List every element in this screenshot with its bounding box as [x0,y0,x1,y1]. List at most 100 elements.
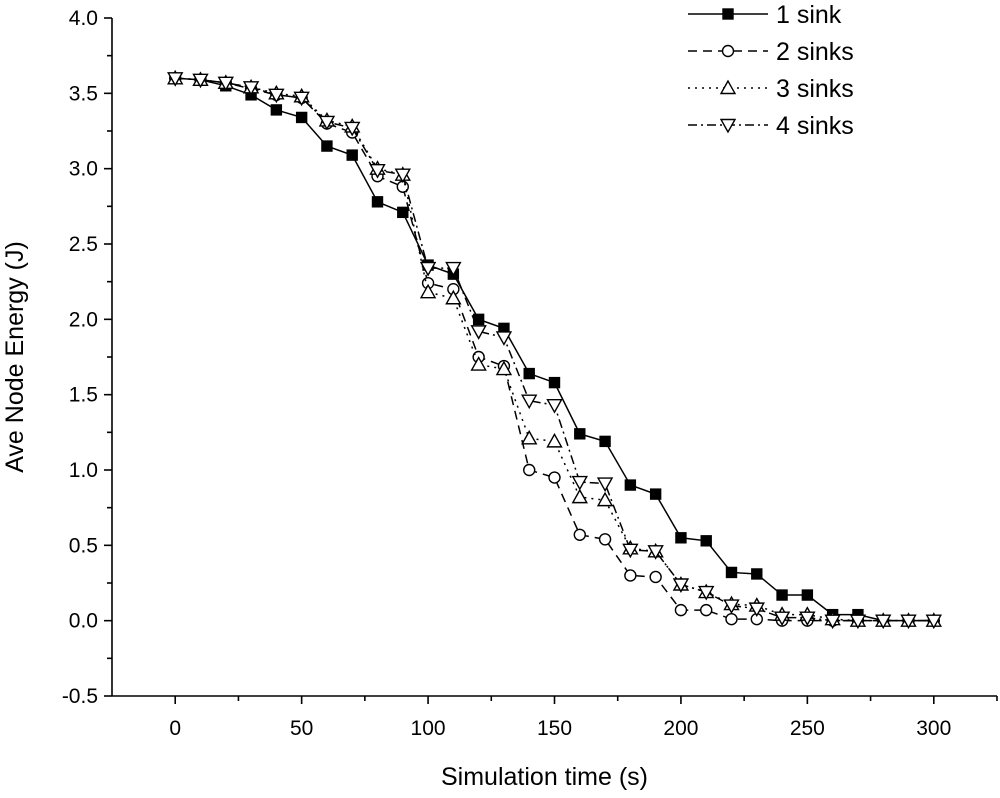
data-point [649,570,662,584]
y-tick-label: 2.0 [69,308,98,331]
data-point [925,614,942,630]
y-axis-title: Ave Node Energy (J) [1,241,29,473]
legend-item-1: 1 sink [688,1,842,29]
data-point [270,104,283,116]
data-point [295,111,308,124]
x-axis-title: Simulation time (s) [441,763,648,791]
plot-area [167,69,942,630]
data-point [674,603,688,617]
data-point [321,140,333,152]
data-point [622,543,639,559]
data-point [799,611,816,627]
series-4 [167,72,942,630]
y-tick-label: -0.5 [62,685,98,708]
data-point [419,261,437,277]
data-point [397,206,409,219]
data-point [698,585,715,601]
data-point [624,479,637,491]
data-point [369,163,386,179]
data-point [875,614,892,630]
data-point [900,614,917,630]
data-point [776,589,788,601]
data-point [470,325,487,340]
data-point [824,614,841,630]
x-tick-label: 150 [537,717,572,740]
data-point [521,394,538,410]
y-tick-label: 2.5 [69,233,98,256]
data-point [548,376,561,389]
x-tick-label: 100 [411,717,446,740]
data-point [346,149,358,161]
series-3 [167,69,942,627]
data-point [495,360,513,376]
data-point [574,428,586,440]
data-point [242,81,260,96]
data-point [700,603,713,617]
data-point [394,168,411,184]
data-point [523,463,536,477]
legend-item-4: 4 sinks [688,112,854,140]
data-point [700,535,712,547]
y-tick-label: 4.0 [69,7,98,30]
data-point [748,602,765,618]
legend: 1 sink 2 sinks 3 sinks 4 sinks [688,1,854,140]
legend-item-3: 3 sinks [688,75,854,103]
legend-item-2: 2 sinks [688,38,854,66]
data-point [725,566,738,579]
series-2 [169,72,940,627]
data-point [725,612,738,626]
data-point [445,289,462,305]
data-point [470,356,487,371]
y-tick-label: 3.5 [69,82,98,105]
axes: -0.5 0.0 0.5 1.0 1.5 2.0 2.5 3.0 3.5 4.0 0 50 100 150… [62,7,998,740]
y-tick-label: 1.5 [69,384,98,407]
data-point [675,532,687,544]
data-point [573,528,586,541]
data-point [596,491,614,507]
data-point [546,432,563,448]
x-tick-label: 250 [790,717,825,740]
data-point [723,599,740,615]
data-point [598,533,612,546]
data-point [318,115,336,131]
series-line [175,77,934,622]
data-point [596,477,614,492]
legend-label: 2 sinks [776,38,854,66]
legend-label: 3 sinks [776,75,854,103]
data-point [344,121,361,137]
legend-marker [719,118,737,134]
y-tick-label: 0.5 [69,534,98,557]
data-point [546,399,563,414]
data-point [672,578,690,593]
series-1 [169,72,940,627]
series-line [175,77,934,622]
y-tick-label: 3.0 [69,158,98,181]
data-point [167,72,184,87]
legend-marker [722,8,734,20]
data-point [419,283,437,299]
series-line [175,77,934,622]
data-point [624,569,637,582]
legend-label: 1 sink [776,1,842,29]
data-point [217,76,234,92]
data-point [751,568,763,580]
y-tick-label: 1.0 [69,459,98,482]
data-point [495,331,513,346]
data-point [521,429,538,445]
data-point [773,611,791,627]
data-point [523,367,535,380]
legend-marker [719,79,737,95]
data-point [268,88,285,104]
data-point [548,471,561,484]
data-point [571,488,588,504]
legend-marker [721,44,735,58]
x-tick-label: 200 [663,717,698,740]
data-point [571,475,588,491]
data-point [801,589,814,601]
y-tick-label: 0.0 [69,610,98,633]
data-point [293,91,310,107]
data-point [849,614,867,630]
legend-label: 4 sinks [776,112,854,140]
data-point [599,435,611,448]
